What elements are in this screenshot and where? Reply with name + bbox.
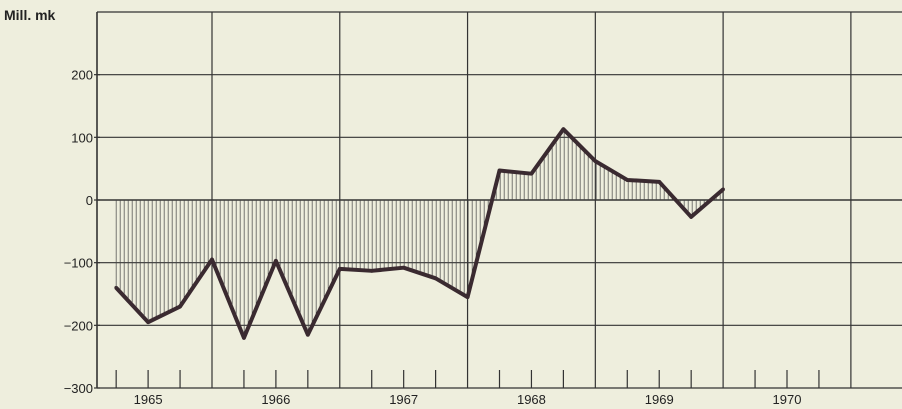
x-tick-label: 1969 [645, 392, 674, 407]
y-axis-ticks: −300 −200 −100 0 100 200 [64, 68, 100, 396]
series-line [114, 127, 725, 340]
y-tick-label: 200 [71, 68, 93, 83]
x-tick-label: 1970 [773, 392, 802, 407]
y-tick-label: −100 [64, 256, 93, 271]
x-tick-label: 1967 [389, 392, 418, 407]
hatch-fill [114, 127, 725, 340]
y-tick-label: 0 [86, 193, 93, 208]
y-axis-unit-label: Mill. mk [4, 7, 56, 23]
x-tick-label: 1966 [261, 392, 290, 407]
y-tick-label: −200 [64, 318, 93, 333]
x-axis-ticks: 1965 1966 1967 1968 1969 1970 [115, 370, 820, 407]
grid [96, 11, 902, 389]
x-tick-label: 1968 [517, 392, 546, 407]
y-tick-label: −300 [64, 381, 93, 396]
y-tick-label: 100 [71, 130, 93, 145]
x-tick-label: 1965 [134, 392, 163, 407]
